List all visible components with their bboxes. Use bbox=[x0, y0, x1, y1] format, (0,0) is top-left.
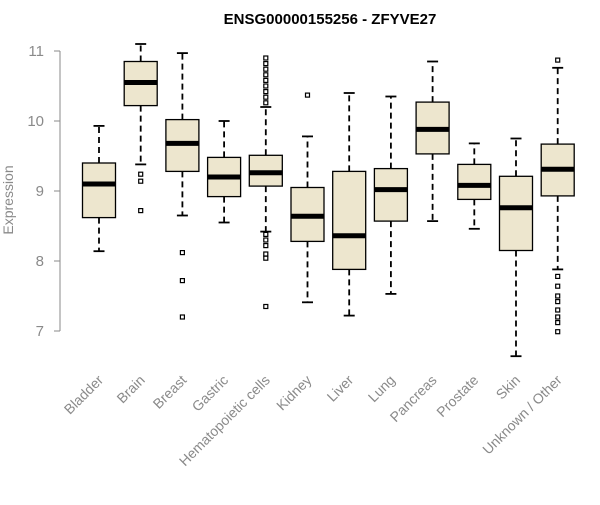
outlier-point bbox=[179, 278, 185, 284]
outlier-point bbox=[138, 208, 144, 214]
box-iqr bbox=[498, 175, 534, 252]
box-group-skin bbox=[498, 137, 534, 358]
box-group-gastric bbox=[206, 120, 242, 224]
outlier-point bbox=[555, 283, 561, 289]
outlier-point bbox=[263, 251, 269, 257]
box-group-kidney bbox=[290, 92, 325, 304]
outlier-point bbox=[263, 94, 269, 100]
outlier-point bbox=[263, 77, 269, 84]
outlier-point bbox=[263, 237, 269, 243]
outlier-point bbox=[179, 250, 185, 256]
y-tick-label: 9 bbox=[36, 183, 44, 200]
outlier-point bbox=[555, 314, 561, 320]
outlier-point bbox=[555, 307, 561, 313]
plot-area bbox=[81, 43, 575, 358]
box-group-prostate bbox=[457, 142, 492, 230]
outlier-point bbox=[263, 88, 269, 95]
box-group-pancreas bbox=[415, 60, 450, 223]
box-iqr bbox=[81, 162, 117, 219]
outlier-point bbox=[555, 320, 561, 326]
outlier-point bbox=[263, 72, 269, 78]
x-tick-label: Unknown / Other bbox=[479, 372, 565, 458]
box-group-liver bbox=[332, 92, 367, 317]
box-iqr bbox=[373, 167, 409, 222]
outlier-point bbox=[263, 55, 269, 61]
y-axis-label: Expression bbox=[0, 165, 16, 234]
x-tick-label: Bladder bbox=[61, 372, 107, 418]
outlier-point bbox=[555, 293, 561, 299]
box-group-brain bbox=[123, 43, 158, 214]
outlier-point bbox=[138, 171, 144, 177]
outlier-point bbox=[263, 83, 269, 89]
box-group-lung bbox=[373, 95, 409, 295]
y-axis: 7 8 9 10 11 bbox=[27, 43, 61, 340]
y-tick-label: 7 bbox=[36, 323, 44, 340]
outlier-point bbox=[263, 303, 269, 310]
outlier-point bbox=[263, 66, 269, 72]
y-tick-label: 11 bbox=[28, 43, 44, 60]
box-group-breast bbox=[165, 52, 200, 320]
y-tick-label: 10 bbox=[27, 113, 44, 130]
box-group-bladder bbox=[81, 125, 117, 253]
y-tick-label: 8 bbox=[36, 253, 44, 270]
outlier-point bbox=[138, 178, 144, 184]
box-group-unknown-other bbox=[540, 57, 575, 335]
box-group-hematopoietic-cells bbox=[248, 55, 283, 310]
box-iqr bbox=[457, 163, 492, 201]
outlier-point bbox=[179, 314, 185, 320]
box-iqr bbox=[332, 170, 367, 271]
outlier-point bbox=[263, 100, 269, 106]
x-tick-label: Prostate bbox=[433, 372, 481, 420]
x-tick-label: Brain bbox=[113, 372, 147, 406]
x-tick-label: Breast bbox=[150, 372, 190, 412]
x-tick-label: Lung bbox=[365, 372, 398, 405]
outlier-point bbox=[555, 299, 561, 305]
outlier-point bbox=[263, 255, 269, 261]
x-tick-label: Kidney bbox=[273, 372, 315, 414]
outlier-point bbox=[555, 273, 561, 279]
outlier-point bbox=[263, 60, 269, 67]
outlier-point bbox=[304, 92, 311, 98]
outlier-point bbox=[263, 231, 269, 237]
outlier-point bbox=[555, 329, 561, 335]
chart-title: ENSG00000155256 - ZFYVE27 bbox=[224, 11, 437, 28]
x-tick-label: Skin bbox=[493, 372, 524, 403]
outlier-point bbox=[263, 243, 269, 249]
outlier-point bbox=[555, 57, 561, 63]
x-tick-label: Liver bbox=[324, 372, 357, 405]
